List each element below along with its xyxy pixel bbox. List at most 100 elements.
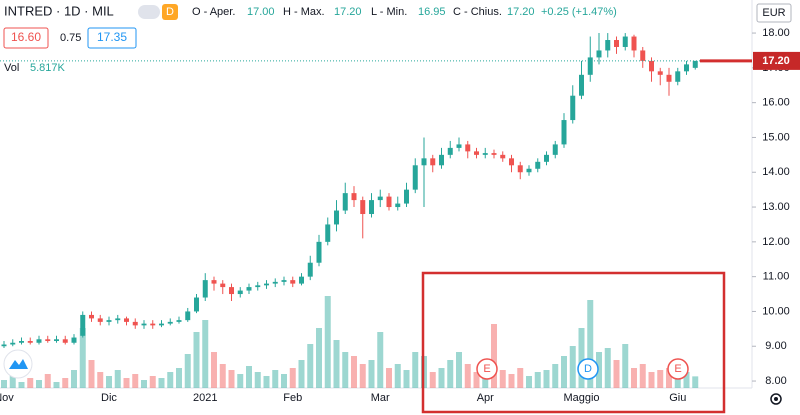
volume-bar: [386, 368, 392, 388]
candle-body: [19, 341, 24, 343]
candle-body: [342, 193, 348, 211]
volume-bar: [123, 378, 130, 388]
volume-bar: [158, 378, 165, 388]
candle-body: [10, 342, 16, 345]
candle-body: [684, 64, 689, 72]
candle-body: [544, 154, 549, 162]
y-tick-label: 12.00: [762, 236, 790, 248]
candle-body: [500, 154, 506, 159]
candle-body: [412, 165, 418, 190]
candle-body: [202, 280, 208, 298]
candle-body: [579, 74, 584, 96]
currency-box[interactable]: [756, 3, 792, 23]
candle-body: [465, 144, 471, 152]
open-value: 17.00: [247, 6, 275, 18]
volume-bar: [351, 356, 357, 388]
candle-body: [89, 314, 94, 319]
volume-bar: [36, 380, 42, 388]
volume-bar: [193, 332, 200, 388]
candle-body: [325, 224, 331, 242]
candle-body: [666, 74, 672, 82]
volume-bar: [27, 378, 34, 388]
currency: EUR: [762, 7, 785, 19]
candle-body: [456, 144, 462, 148]
ask-box[interactable]: [87, 27, 137, 49]
x-tick-label: 2021: [193, 392, 217, 404]
candle-body: [622, 36, 628, 47]
volume-bar: [456, 352, 462, 388]
event-marker: [476, 358, 498, 380]
close-value: 17.20: [507, 6, 535, 18]
volume-bar: [403, 370, 410, 388]
candle-body: [106, 320, 112, 322]
toggle[interactable]: [138, 5, 160, 19]
volume-bar: [394, 364, 401, 388]
candle-body: [596, 50, 602, 58]
open-label: O - Aper.: [192, 6, 235, 18]
volume-bar: [447, 360, 454, 388]
low-value: 16.95: [418, 6, 446, 18]
candle-body: [386, 196, 392, 208]
volume-bar: [473, 372, 480, 388]
candle-body: [404, 189, 409, 204]
candle-body: [27, 341, 33, 343]
change: +0.25 (+1.47%): [541, 6, 617, 18]
candle-body: [692, 60, 698, 68]
volume-bar: [254, 372, 261, 388]
candle-body: [272, 281, 278, 284]
volume-bar: [359, 364, 366, 388]
volume-bar: [569, 346, 576, 388]
last-price-label: 17.20: [762, 55, 790, 67]
candle-body: [675, 71, 681, 82]
volume-bar: [167, 372, 174, 388]
volume-bar: [307, 344, 314, 388]
volume-bar: [578, 328, 585, 388]
candle-body: [115, 318, 121, 321]
candle-body: [246, 287, 252, 291]
volume-bar: [141, 380, 147, 388]
candle-body: [474, 151, 479, 155]
x-tick-label: Nov: [0, 392, 14, 404]
candle-body: [80, 314, 86, 336]
candle-body: [264, 283, 269, 286]
candle-body: [657, 71, 663, 75]
candle-body: [36, 339, 42, 343]
volume-bar: [18, 382, 25, 388]
candle-body: [141, 323, 147, 326]
volume-bar: [499, 370, 506, 388]
last-price-box: [753, 51, 800, 70]
volume-bar: [622, 344, 629, 388]
volume-bar: [211, 352, 217, 388]
x-tick-label: Feb: [283, 392, 302, 404]
candle-body: [159, 323, 164, 326]
volume-title: Vol: [4, 62, 19, 74]
volume-bar: [377, 332, 384, 388]
candle-body: [211, 280, 217, 284]
candle-body: [421, 158, 427, 166]
volume-bar: [368, 360, 375, 388]
volume-bar: [114, 370, 121, 388]
event-label: E: [674, 363, 681, 375]
candle-body: [447, 147, 453, 155]
high-label: H - Max.: [283, 6, 325, 18]
ask: 17.35: [97, 30, 127, 44]
badge-box: [162, 4, 178, 20]
volume-bar: [596, 352, 602, 388]
volume-bar: [71, 370, 77, 388]
volume-bar: [604, 348, 611, 388]
candle-body: [535, 161, 541, 169]
candle-body: [1, 344, 7, 347]
bid-box[interactable]: [3, 27, 49, 49]
candle-body: [570, 95, 576, 121]
candle-body: [614, 40, 619, 47]
candle-body: [132, 321, 138, 326]
settings[interactable]: [770, 393, 782, 405]
candle-body: [45, 339, 51, 342]
volume-bar: [648, 372, 655, 388]
volume-last: 5.817K: [30, 62, 66, 74]
y-tick-label: 13.00: [762, 201, 790, 213]
candle-body: [307, 262, 313, 277]
volume-bar: [657, 370, 664, 388]
